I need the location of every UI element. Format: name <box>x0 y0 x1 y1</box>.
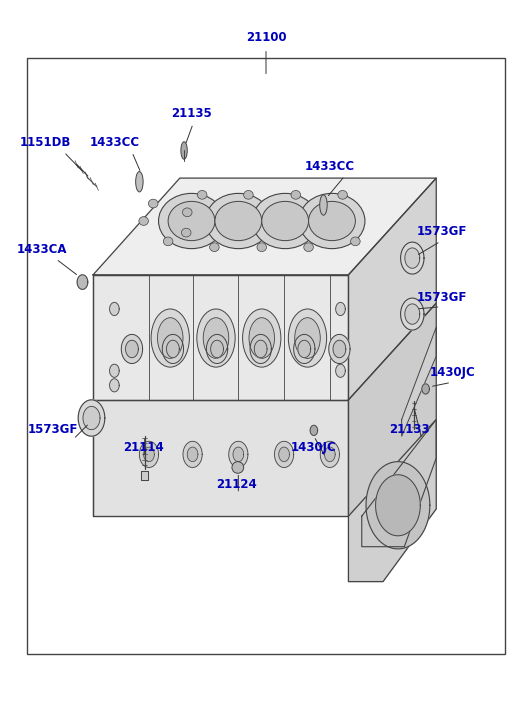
Polygon shape <box>206 334 228 364</box>
Ellipse shape <box>262 201 309 241</box>
Polygon shape <box>405 304 420 324</box>
Polygon shape <box>310 425 318 435</box>
Ellipse shape <box>252 193 318 249</box>
Polygon shape <box>348 303 436 516</box>
Polygon shape <box>325 447 335 462</box>
Text: 1151DB: 1151DB <box>20 136 71 149</box>
Polygon shape <box>211 340 223 358</box>
Polygon shape <box>233 447 244 462</box>
Ellipse shape <box>249 318 275 358</box>
Ellipse shape <box>338 190 347 199</box>
Polygon shape <box>110 379 119 392</box>
Polygon shape <box>362 419 436 547</box>
Ellipse shape <box>139 217 148 225</box>
Polygon shape <box>78 400 105 436</box>
Ellipse shape <box>232 462 244 473</box>
Polygon shape <box>402 327 436 436</box>
Polygon shape <box>275 441 294 467</box>
Ellipse shape <box>203 318 229 358</box>
Polygon shape <box>126 340 138 358</box>
Ellipse shape <box>159 193 225 249</box>
Polygon shape <box>348 178 436 400</box>
Ellipse shape <box>182 208 192 217</box>
Polygon shape <box>110 364 119 377</box>
Text: 21114: 21114 <box>123 441 164 454</box>
Polygon shape <box>376 475 420 536</box>
Ellipse shape <box>309 201 355 241</box>
Polygon shape <box>250 334 271 364</box>
Polygon shape <box>279 447 289 462</box>
Polygon shape <box>422 384 429 394</box>
Text: 1573GF: 1573GF <box>417 291 467 304</box>
Polygon shape <box>139 441 159 467</box>
Ellipse shape <box>291 190 301 199</box>
Bar <box>27 58 505 654</box>
Ellipse shape <box>151 309 189 367</box>
Polygon shape <box>187 447 198 462</box>
Text: 21100: 21100 <box>246 31 286 44</box>
Polygon shape <box>366 462 430 549</box>
Polygon shape <box>336 364 345 377</box>
Ellipse shape <box>181 142 187 159</box>
Polygon shape <box>336 302 345 316</box>
Ellipse shape <box>304 243 313 252</box>
Polygon shape <box>401 242 424 274</box>
Ellipse shape <box>351 237 360 246</box>
Polygon shape <box>348 419 436 582</box>
Polygon shape <box>254 340 267 358</box>
Polygon shape <box>121 334 143 364</box>
Text: 1573GF: 1573GF <box>417 225 467 238</box>
Text: 1433CC: 1433CC <box>305 160 355 173</box>
Polygon shape <box>320 441 339 467</box>
Polygon shape <box>141 471 148 480</box>
Ellipse shape <box>295 318 320 358</box>
Polygon shape <box>294 334 315 364</box>
Ellipse shape <box>299 193 365 249</box>
Ellipse shape <box>157 318 183 358</box>
Text: 21135: 21135 <box>171 107 212 120</box>
Polygon shape <box>110 302 119 316</box>
Polygon shape <box>329 334 350 364</box>
Ellipse shape <box>136 172 143 192</box>
Ellipse shape <box>148 199 158 208</box>
Polygon shape <box>183 441 202 467</box>
Ellipse shape <box>320 195 327 215</box>
Polygon shape <box>333 340 346 358</box>
Text: 21133: 21133 <box>389 423 430 436</box>
Text: 21124: 21124 <box>217 478 257 491</box>
Polygon shape <box>93 275 348 400</box>
Text: 1573GF: 1573GF <box>28 423 78 436</box>
Ellipse shape <box>215 201 262 241</box>
Ellipse shape <box>205 193 271 249</box>
Polygon shape <box>405 248 420 268</box>
Polygon shape <box>229 441 248 467</box>
Text: 1430JC: 1430JC <box>429 366 475 379</box>
Ellipse shape <box>288 309 327 367</box>
Text: 1430JC: 1430JC <box>291 441 337 454</box>
Polygon shape <box>83 406 100 430</box>
Polygon shape <box>401 298 424 330</box>
Ellipse shape <box>197 190 207 199</box>
Ellipse shape <box>163 237 173 246</box>
Polygon shape <box>162 334 184 364</box>
Ellipse shape <box>210 243 219 252</box>
Ellipse shape <box>197 309 235 367</box>
Polygon shape <box>167 340 179 358</box>
Ellipse shape <box>168 201 215 241</box>
Polygon shape <box>93 400 348 516</box>
Ellipse shape <box>244 190 253 199</box>
Polygon shape <box>144 447 154 462</box>
Text: 1433CC: 1433CC <box>89 136 139 149</box>
Text: 1433CA: 1433CA <box>16 243 66 256</box>
Polygon shape <box>77 275 88 289</box>
Ellipse shape <box>243 309 281 367</box>
Ellipse shape <box>181 228 191 237</box>
Polygon shape <box>93 178 436 275</box>
Polygon shape <box>298 340 311 358</box>
Ellipse shape <box>257 243 267 252</box>
